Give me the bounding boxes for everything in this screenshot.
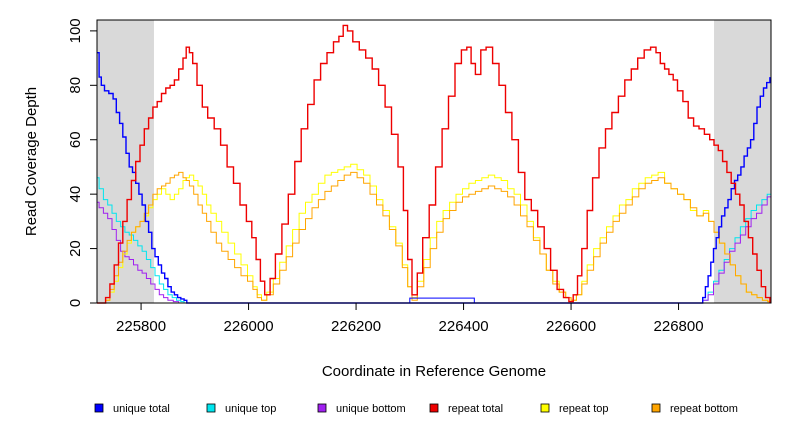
x-tick-label-1: 226000 [224, 318, 274, 335]
x-tick-label-3: 226400 [439, 318, 489, 335]
y-tick-label-0: 0 [67, 299, 84, 307]
plot-frame [96, 19, 772, 304]
x-tick-label-2: 226200 [331, 318, 381, 335]
legend-swatch-unique-total [94, 403, 104, 413]
y-tick-label-2: 40 [67, 186, 84, 203]
x-axis: 225800 226000 226200 226400 226600 226800 [116, 303, 704, 335]
series-unique-top [97, 177, 772, 304]
legend-label-repeat-total: repeat total [448, 403, 503, 415]
feature-box-rect [409, 297, 475, 304]
legend-label-repeat-bottom: repeat bottom [670, 403, 738, 415]
y-axis: 0 20 40 60 80 100 [67, 18, 97, 307]
series-unique-bottom [97, 191, 772, 304]
x-tick-label-4: 226600 [546, 318, 596, 335]
legend-swatch-repeat-total [429, 403, 439, 413]
legend-swatch-repeat-top [540, 403, 550, 413]
shaded-regions [97, 20, 771, 303]
legend-label-unique-top: unique top [225, 403, 276, 415]
x-axis-title: Coordinate in Reference Genome [322, 363, 546, 380]
y-tick-label-1: 20 [67, 240, 84, 257]
legend-swatch-unique-bottom [317, 403, 327, 413]
series-unique-total [97, 52, 771, 304]
x-tick-label-0: 225800 [116, 318, 166, 335]
shaded-region-0 [97, 20, 154, 303]
series-repeat-total [97, 24, 771, 304]
series-lines [97, 24, 772, 304]
legend-label-unique-total: unique total [113, 403, 170, 415]
series-repeat-top [97, 163, 772, 304]
legend-label-repeat-top: repeat top [559, 403, 609, 415]
y-axis-title: Read Coverage Depth [23, 87, 40, 236]
y-tick-label-3: 60 [67, 131, 84, 148]
y-tick-label-4: 80 [67, 77, 84, 94]
x-tick-label-5: 226800 [654, 318, 704, 335]
legend-label-unique-bottom: unique bottom [336, 403, 406, 415]
legend-swatch-repeat-bottom [651, 403, 661, 413]
legend: unique total unique top unique bottom repea… [94, 403, 738, 415]
legend-swatch-unique-top [206, 403, 216, 413]
feature-box [409, 297, 475, 304]
y-tick-label-5: 100 [67, 18, 84, 43]
